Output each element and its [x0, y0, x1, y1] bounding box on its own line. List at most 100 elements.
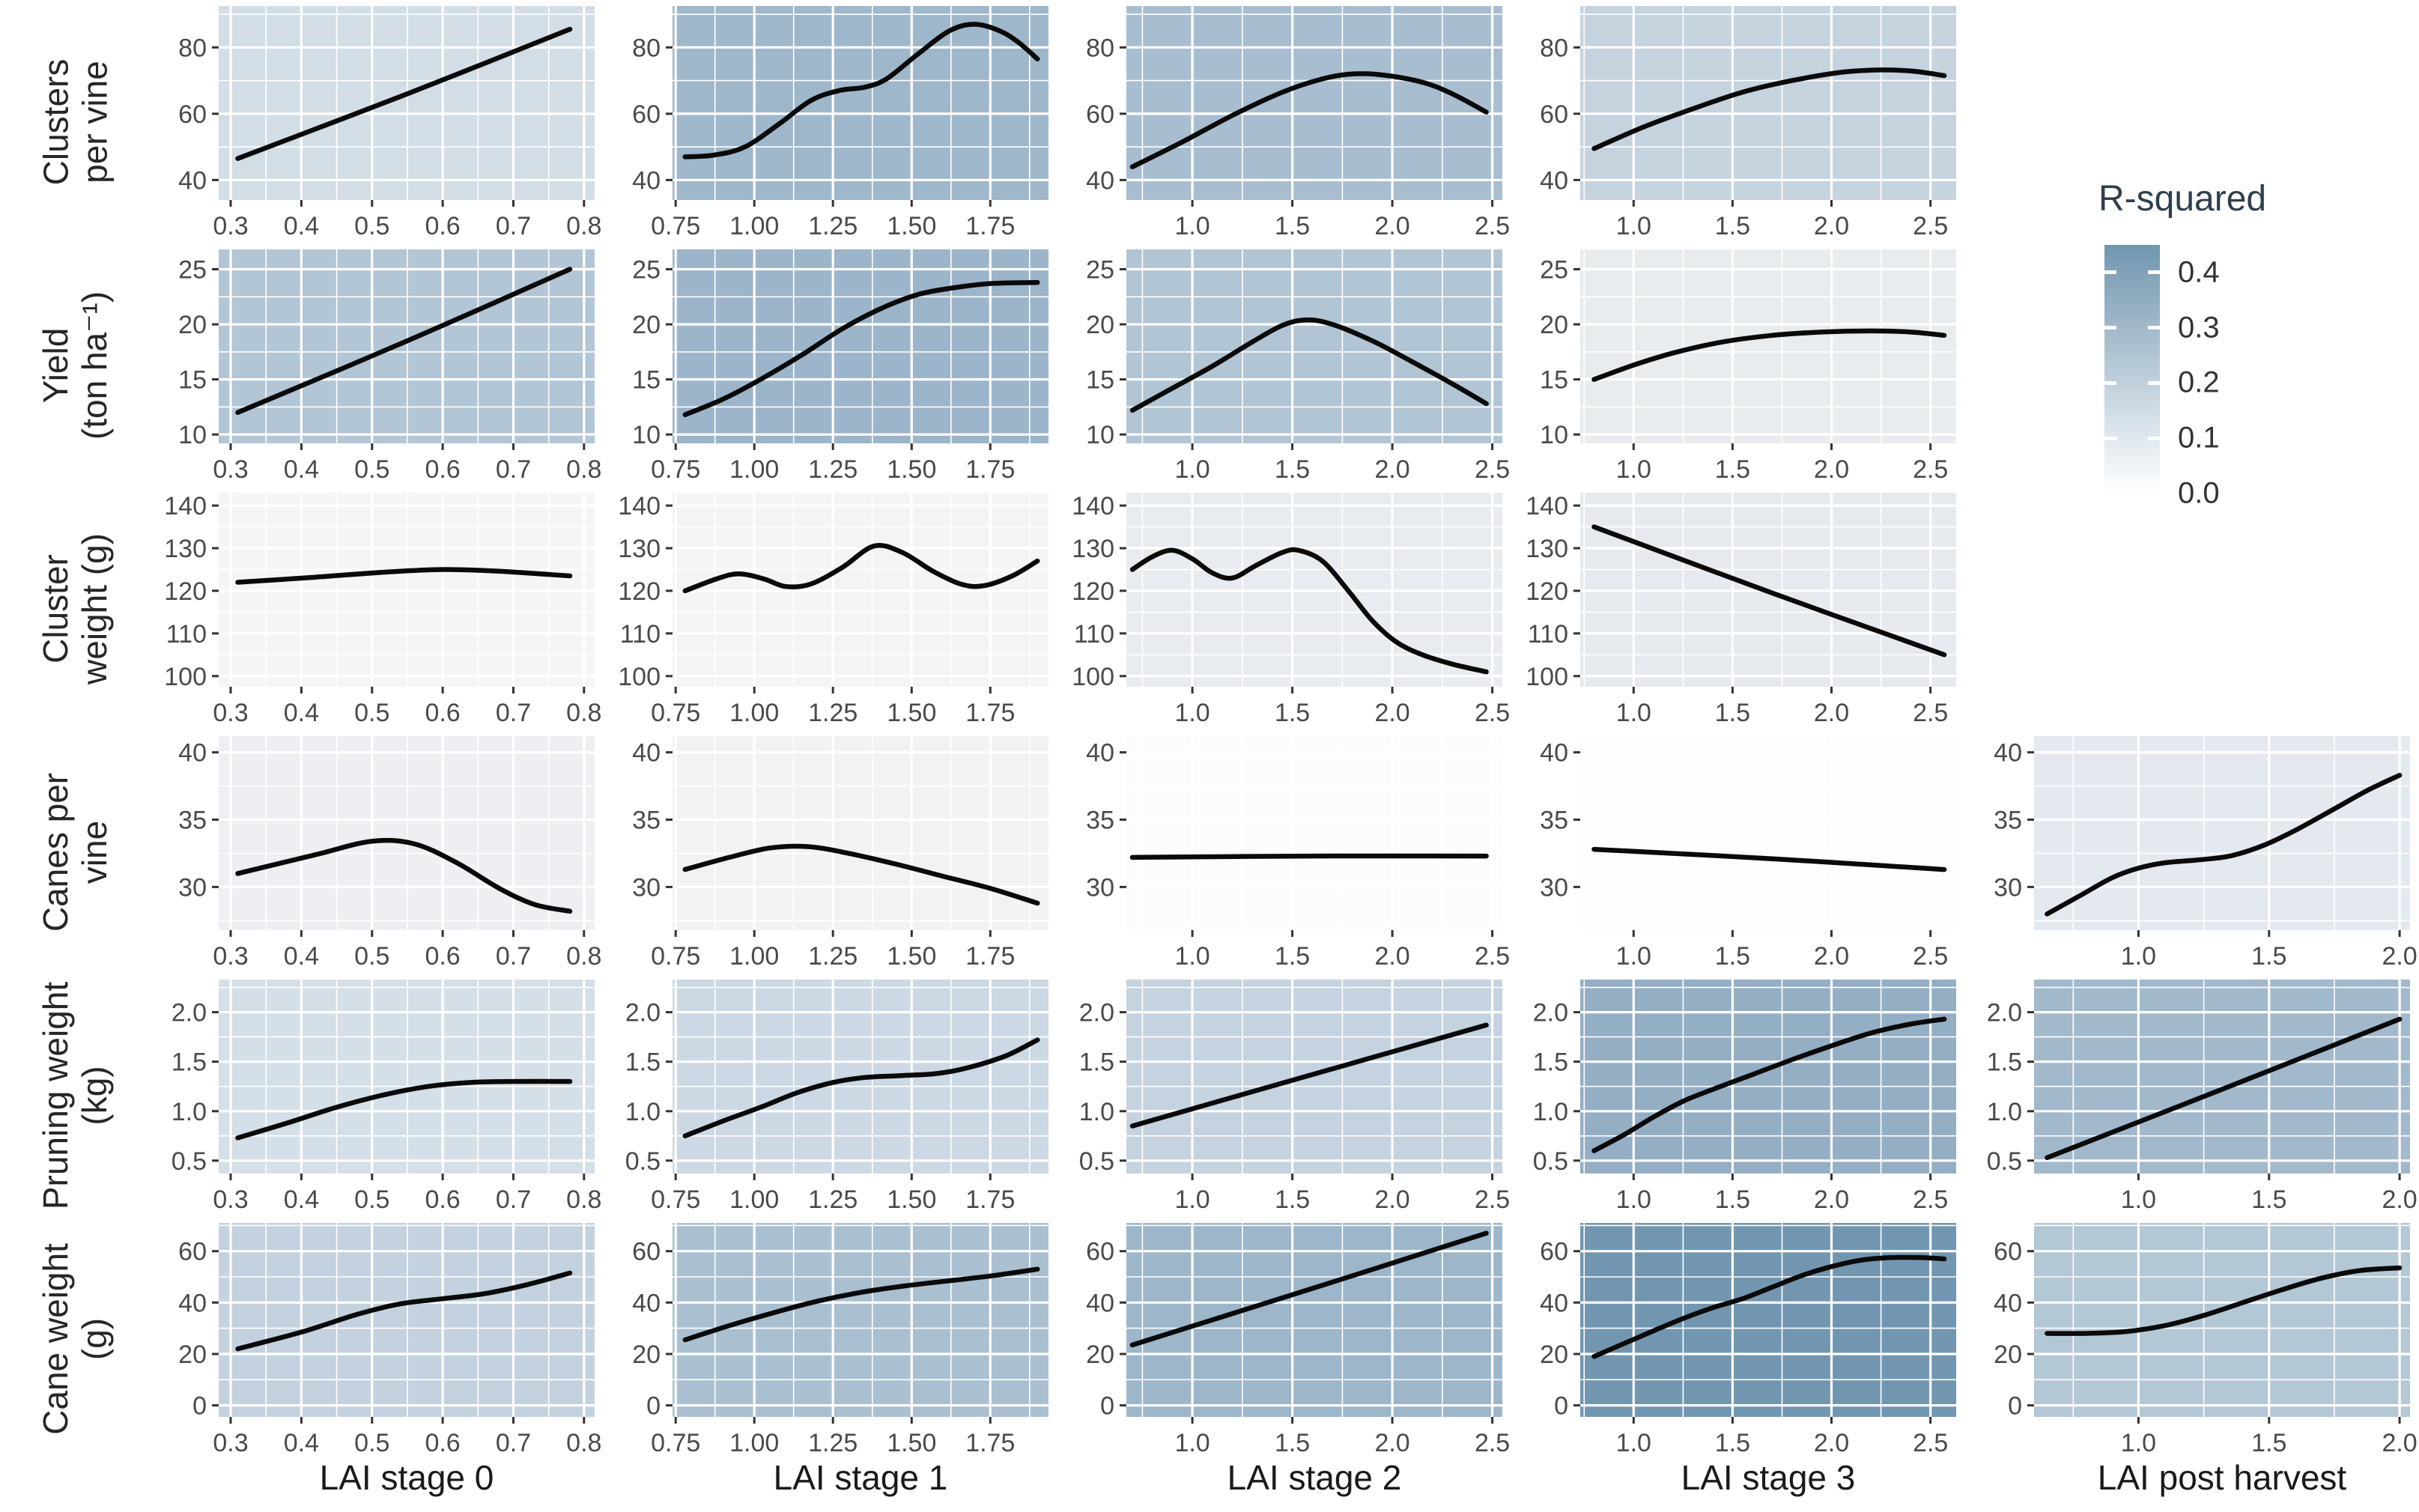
- svg-text:2.0: 2.0: [1374, 212, 1409, 240]
- panel-cell-r3-c1: 0.75 1.00 1.25 1.50 1.75 30 35 40: [604, 730, 1057, 974]
- svg-text:0.7: 0.7: [496, 942, 531, 971]
- row-label-line: (kg): [75, 1065, 114, 1126]
- svg-text:0.8: 0.8: [566, 1185, 601, 1214]
- legend-tick-mark: [2148, 270, 2160, 275]
- svg-text:20: 20: [1994, 1341, 2022, 1369]
- svg-text:2.0: 2.0: [1814, 699, 1849, 727]
- svg-text:40: 40: [1540, 739, 1568, 768]
- row-label-line: per vine: [75, 60, 114, 183]
- svg-text:1.5: 1.5: [1715, 1429, 1750, 1457]
- svg-text:1.75: 1.75: [965, 699, 1015, 727]
- svg-text:1.0: 1.0: [2121, 1429, 2156, 1457]
- svg-text:100: 100: [1526, 663, 1568, 691]
- svg-text:0.75: 0.75: [651, 699, 700, 727]
- svg-text:0.7: 0.7: [496, 1429, 531, 1457]
- svg-text:130: 130: [164, 535, 207, 563]
- svg-text:1.0: 1.0: [1616, 942, 1651, 971]
- panel-cell-r4-c3: 1.0 1.5 2.0 2.5 0.5 1.0 1.5 2.0: [1511, 974, 1965, 1217]
- svg-text:0.75: 0.75: [651, 1429, 700, 1457]
- chart-panel-r4-c4: 1.0 1.5 2.0 0.5 1.0 1.5 2.0: [1987, 980, 2418, 1214]
- svg-text:30: 30: [1994, 873, 2022, 902]
- svg-text:1.0: 1.0: [625, 1098, 661, 1126]
- svg-text:0.6: 0.6: [425, 942, 460, 971]
- svg-text:1.25: 1.25: [808, 942, 858, 971]
- svg-text:15: 15: [632, 366, 661, 395]
- svg-text:1.00: 1.00: [729, 1429, 779, 1457]
- svg-text:0: 0: [192, 1392, 207, 1421]
- svg-text:1.5: 1.5: [1715, 699, 1750, 727]
- svg-text:0.4: 0.4: [284, 942, 319, 971]
- svg-text:2.0: 2.0: [2382, 942, 2417, 971]
- panel-cell-r1-c2: 1.0 1.5 2.0 2.5 10 15 20 25: [1057, 243, 1511, 487]
- svg-text:15: 15: [1086, 366, 1114, 395]
- panels-grid: 0.3 0.4 0.5 0.6 0.7 0.8 40 60 80 0.75 1.00 1.25 1.50…: [150, 0, 2419, 1460]
- svg-text:0.4: 0.4: [284, 455, 319, 484]
- panel-cell-r2-c0: 0.3 0.4 0.5 0.6 0.7 0.8 100 110 120 130 140: [150, 487, 604, 730]
- chart-panel-r3-c3: 1.0 1.5 2.0 2.5 30 35 40: [1540, 736, 1956, 971]
- panel-cell-r0-c2: 1.0 1.5 2.0 2.5 40 60 80: [1057, 0, 1511, 243]
- svg-text:1.00: 1.00: [729, 699, 779, 727]
- panel-cell-r0-c0: 0.3 0.4 0.5 0.6 0.7 0.8 40 60 80: [150, 0, 604, 243]
- svg-text:140: 140: [1072, 492, 1114, 520]
- svg-text:1.5: 1.5: [1275, 455, 1310, 484]
- svg-text:2.0: 2.0: [1374, 942, 1409, 971]
- row-label-line: vine: [75, 820, 115, 884]
- panel-cell-r3-c2: 1.0 1.5 2.0 2.5 30 35 40: [1057, 730, 1511, 974]
- row-label-line: Clusters: [36, 58, 75, 185]
- col-label-lai-stage-0: LAI stage 0: [319, 1458, 494, 1497]
- svg-text:40: 40: [632, 166, 661, 195]
- svg-text:120: 120: [1526, 577, 1568, 606]
- svg-text:1.5: 1.5: [1275, 1185, 1310, 1214]
- svg-text:1.25: 1.25: [808, 1429, 858, 1457]
- panel-cell-r5-c1: 0.75 1.00 1.25 1.50 1.75 0 20 40 60: [604, 1217, 1057, 1460]
- svg-text:30: 30: [632, 873, 661, 902]
- svg-text:15: 15: [1540, 366, 1568, 395]
- svg-text:130: 130: [1526, 535, 1568, 563]
- svg-text:40: 40: [1994, 1289, 2022, 1317]
- svg-text:1.00: 1.00: [729, 455, 779, 484]
- svg-text:30: 30: [178, 873, 207, 902]
- svg-text:0.4: 0.4: [284, 699, 319, 727]
- svg-text:80: 80: [1086, 34, 1114, 62]
- chart-panel-r4-c2: 1.0 1.5 2.0 2.5 0.5 1.0 1.5 2.0: [1079, 980, 1510, 1214]
- svg-text:20: 20: [1086, 1341, 1114, 1369]
- chart-panel-r5-c2: 1.0 1.5 2.0 2.5 0 20 40 60: [1086, 1223, 1510, 1457]
- svg-text:2.5: 2.5: [1475, 942, 1510, 971]
- svg-text:1.0: 1.0: [1174, 1185, 1210, 1214]
- svg-text:60: 60: [1994, 1238, 2022, 1266]
- svg-text:110: 110: [620, 620, 661, 649]
- svg-text:40: 40: [178, 166, 207, 195]
- svg-text:1.0: 1.0: [1079, 1098, 1114, 1126]
- legend-tick-mark: [2148, 491, 2160, 496]
- svg-text:1.0: 1.0: [1616, 1429, 1651, 1457]
- svg-text:35: 35: [178, 807, 207, 835]
- svg-text:80: 80: [178, 34, 207, 62]
- svg-text:1.5: 1.5: [625, 1048, 661, 1077]
- col-label-lai-stage-2: LAI stage 2: [1227, 1458, 1402, 1497]
- svg-text:30: 30: [1086, 873, 1114, 902]
- svg-text:140: 140: [164, 492, 207, 520]
- panel-cell-r2-c3: 1.0 1.5 2.0 2.5 100 110 120 130 140: [1511, 487, 1965, 730]
- svg-text:0.8: 0.8: [566, 942, 601, 971]
- svg-text:2.0: 2.0: [1814, 1185, 1849, 1214]
- panel-cell-r5-c0: 0.3 0.4 0.5 0.6 0.7 0.8 0 20 40 60: [150, 1217, 604, 1460]
- panel-cell-r5-c2: 1.0 1.5 2.0 2.5 0 20 40 60: [1057, 1217, 1511, 1460]
- svg-text:2.0: 2.0: [1814, 1429, 1849, 1457]
- svg-text:1.5: 1.5: [2251, 1185, 2286, 1214]
- svg-text:20: 20: [178, 311, 207, 339]
- svg-text:1.0: 1.0: [2121, 942, 2156, 971]
- legend-tick-label: 0.4: [2178, 255, 2220, 289]
- chart-panel-r3-c2: 1.0 1.5 2.0 2.5 30 35 40: [1086, 736, 1510, 971]
- svg-text:40: 40: [1994, 739, 2022, 768]
- svg-text:60: 60: [178, 1238, 207, 1266]
- svg-text:40: 40: [632, 739, 661, 768]
- svg-text:1.0: 1.0: [172, 1098, 207, 1126]
- svg-text:0.75: 0.75: [651, 1185, 700, 1214]
- row-label-line: Cane weight: [36, 1242, 75, 1435]
- chart-panel-r4-c1: 0.75 1.00 1.25 1.50 1.75 0.5 1.0 1.5 2.0: [625, 980, 1048, 1214]
- panel-cell-r5-c4: 1.0 1.5 2.0 0 20 40 60: [1965, 1217, 2419, 1460]
- chart-panel-r2-c3: 1.0 1.5 2.0 2.5 100 110 120 130 140: [1526, 492, 1956, 727]
- svg-text:0.3: 0.3: [213, 1185, 248, 1214]
- svg-text:120: 120: [1072, 577, 1114, 606]
- svg-text:40: 40: [632, 1289, 661, 1317]
